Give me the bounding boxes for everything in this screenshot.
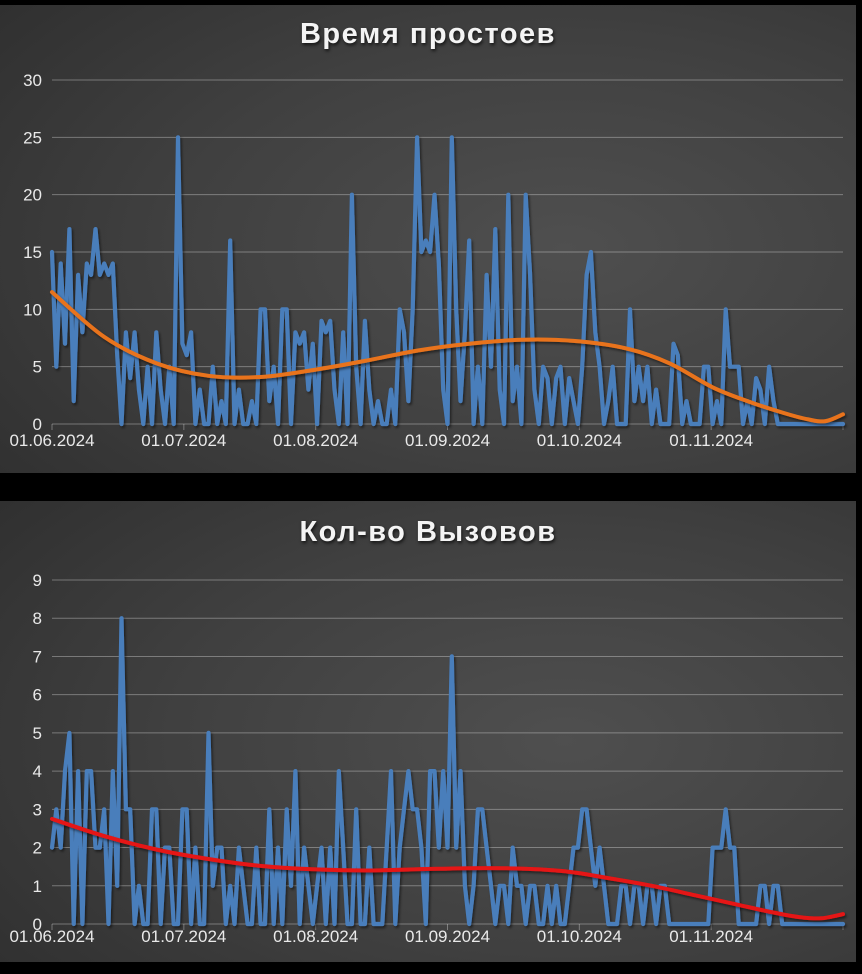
y-axis-tick-label: 3 bbox=[33, 800, 42, 819]
x-axis-tick-label: 01.06.2024 bbox=[9, 927, 94, 946]
y-axis-tick-label: 15 bbox=[23, 243, 42, 262]
x-axis-tick-label: 01.07.2024 bbox=[141, 431, 226, 450]
downtime-chart-panel: Время простоев 0 5 10 15 20 25 30 01.06.2024 01.… bbox=[0, 5, 856, 473]
calls-chart-plot: 0 1 2 3 4 5 6 7 8 9 01.06.2024 01.07.2024 01.08.2024… bbox=[9, 571, 846, 946]
downtime-chart-plot: 0 5 10 15 20 25 30 01.06.2024 01.07.2024 01.08.20… bbox=[9, 71, 846, 450]
y-axis-tick-label: 30 bbox=[23, 71, 42, 90]
y-axis-tick-label: 8 bbox=[33, 609, 42, 628]
downtime-chart-title: Время простоев bbox=[299, 18, 557, 50]
y-axis-tick-label: 4 bbox=[33, 762, 42, 781]
x-axis-tick-label: 01.10.2024 bbox=[537, 927, 622, 946]
y-axis-tick-label: 7 bbox=[33, 647, 42, 666]
y-axis-tick-label: 5 bbox=[33, 358, 42, 377]
x-axis-tick-label: 01.10.2024 bbox=[537, 431, 622, 450]
y-axis-tick-label: 0 bbox=[33, 915, 42, 934]
calls-daily-line bbox=[49, 616, 846, 927]
y-axis-tick-label: 9 bbox=[33, 571, 42, 590]
y-axis-tick-label: 0 bbox=[33, 415, 42, 434]
x-axis-tick-label: 01.09.2024 bbox=[405, 927, 490, 946]
downtime-daily-line bbox=[49, 135, 846, 427]
x-axis-tick-label: 01.08.2024 bbox=[273, 431, 358, 450]
x-axis-tick-label: 01.09.2024 bbox=[405, 431, 490, 450]
calls-chart-panel: Кол-во Вызовов 0 1 2 3 4 5 6 7 8 9 01.06.2024 01.07… bbox=[0, 501, 856, 962]
x-axis-tick-label: 01.06.2024 bbox=[9, 431, 94, 450]
calls-chart-title: Кол-во Вызовов bbox=[299, 516, 557, 548]
y-axis-tick-label: 5 bbox=[33, 724, 42, 743]
y-axis-tick-label: 25 bbox=[23, 128, 42, 147]
y-axis-tick-label: 1 bbox=[33, 877, 42, 896]
calls-trend-line bbox=[50, 816, 845, 921]
x-axis-tick-label: 01.11.2024 bbox=[669, 927, 753, 946]
downtime-trend-line bbox=[50, 290, 845, 424]
y-axis-tick-label: 10 bbox=[23, 300, 42, 319]
y-axis-tick-label: 2 bbox=[33, 839, 42, 858]
x-axis-tick-label: 01.11.2024 bbox=[669, 431, 753, 450]
y-axis-tick-label: 20 bbox=[23, 186, 42, 205]
y-axis-tick-label: 6 bbox=[33, 686, 42, 705]
x-axis-tick-label: 01.08.2024 bbox=[273, 927, 358, 946]
x-axis-tick-label: 01.07.2024 bbox=[141, 927, 226, 946]
